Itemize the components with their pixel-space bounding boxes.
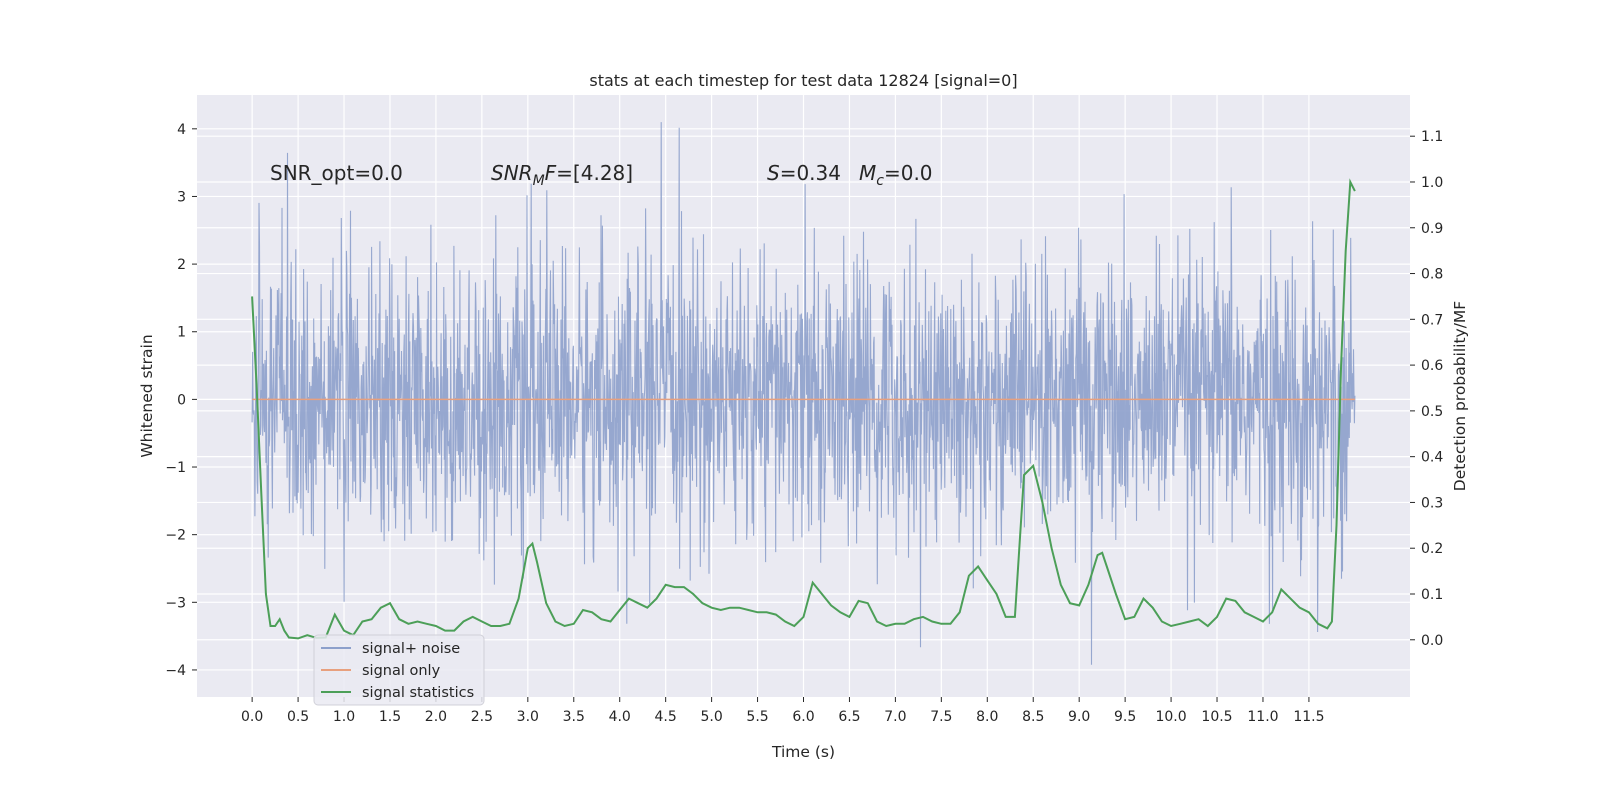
x-tick-label: 1.0 xyxy=(333,709,355,725)
x-tick-label: 5.5 xyxy=(746,709,768,725)
y2-tick-label: 0.6 xyxy=(1421,358,1443,374)
x-tick-label: 4.5 xyxy=(655,709,677,725)
series-signal-noise xyxy=(251,122,1356,665)
y-tick-label: −3 xyxy=(165,595,186,611)
x-tick-label: 11.0 xyxy=(1247,709,1278,725)
plot-content xyxy=(251,122,1356,665)
y2-tick-label: 0.1 xyxy=(1421,587,1443,603)
annotation-snr-opt: SNR_opt=0.0 xyxy=(270,161,403,185)
x-tick-label: 6.5 xyxy=(838,709,860,725)
x-tick-label: 7.5 xyxy=(930,709,952,725)
y2-tick-label: 1.0 xyxy=(1421,175,1443,191)
y-tick-label: −1 xyxy=(165,460,186,476)
ticks: 0.0 0.5 1.0 1.5 2.0 2.5 3.0 3.5 4.0 4.5 5.0 5.5 6.0 6… xyxy=(165,122,1443,725)
legend: signal+ noise signal only signal statistic… xyxy=(313,634,485,706)
y-tick-label: 3 xyxy=(177,189,186,205)
x-axis-label: Time (s) xyxy=(771,743,835,761)
x-tick-label: 3.0 xyxy=(517,709,539,725)
x-tick-label: 10.0 xyxy=(1155,709,1186,725)
series-signal-statistics xyxy=(251,178,1356,640)
x-tick-label: 7.0 xyxy=(884,709,906,725)
x-tick-label: 2.5 xyxy=(471,709,493,725)
legend-label: signal statistics xyxy=(362,685,474,701)
x-tick-label: 10.5 xyxy=(1201,709,1232,725)
legend-label: signal only xyxy=(362,663,441,679)
y2-tick-label: 0.3 xyxy=(1421,495,1443,511)
y2-tick-label: 0.0 xyxy=(1421,633,1443,649)
x-tick-label: 6.0 xyxy=(792,709,814,725)
y2-tick-label: 0.9 xyxy=(1421,221,1443,237)
x-tick-label: 3.5 xyxy=(563,709,585,725)
y-tick-label: −4 xyxy=(165,663,186,679)
y2-tick-label: 0.8 xyxy=(1421,267,1443,283)
x-tick-label: 4.0 xyxy=(609,709,631,725)
x-tick-label: 1.5 xyxy=(379,709,401,725)
y-tick-label: 0 xyxy=(177,392,186,408)
y-tick-label: −2 xyxy=(165,528,186,544)
annotations: SNR_opt=0.0 SNRMF=[4.28] S=0.34 Mc=0.0 xyxy=(270,161,933,189)
x-tick-label: 0.5 xyxy=(287,709,309,725)
y2-tick-label: 0.7 xyxy=(1421,312,1443,328)
legend-label: signal+ noise xyxy=(362,641,460,657)
x-tick-label: 5.0 xyxy=(700,709,722,725)
x-tick-label: 0.0 xyxy=(241,709,263,725)
x-tick-label: 11.5 xyxy=(1293,709,1324,725)
legend-box xyxy=(313,634,485,706)
y-tick-label: 1 xyxy=(177,325,186,341)
x-tick-label: 2.0 xyxy=(425,709,447,725)
y2-tick-label: 0.4 xyxy=(1421,450,1443,466)
y2-tick-label: 1.1 xyxy=(1421,129,1443,145)
y-tick-label: 4 xyxy=(177,122,186,138)
annotation-s-mc: S=0.34 Mc=0.0 xyxy=(767,161,933,189)
y2-tick-label: 0.2 xyxy=(1421,541,1443,557)
chart-title: stats at each timestep for test data 128… xyxy=(589,71,1017,90)
x-tick-label: 8.5 xyxy=(1022,709,1044,725)
annotation-snr-mf: SNRMF=[4.28] xyxy=(491,161,633,189)
y-axis-label: Whitened strain xyxy=(138,334,156,457)
y2-tick-label: 0.5 xyxy=(1421,404,1443,420)
y2-axis-label: Detection probability/MF xyxy=(1451,301,1469,492)
y-tick-label: 2 xyxy=(177,257,186,273)
x-tick-label: 8.0 xyxy=(976,709,998,725)
x-tick-label: 9.0 xyxy=(1068,709,1090,725)
x-tick-label: 9.5 xyxy=(1114,709,1136,725)
